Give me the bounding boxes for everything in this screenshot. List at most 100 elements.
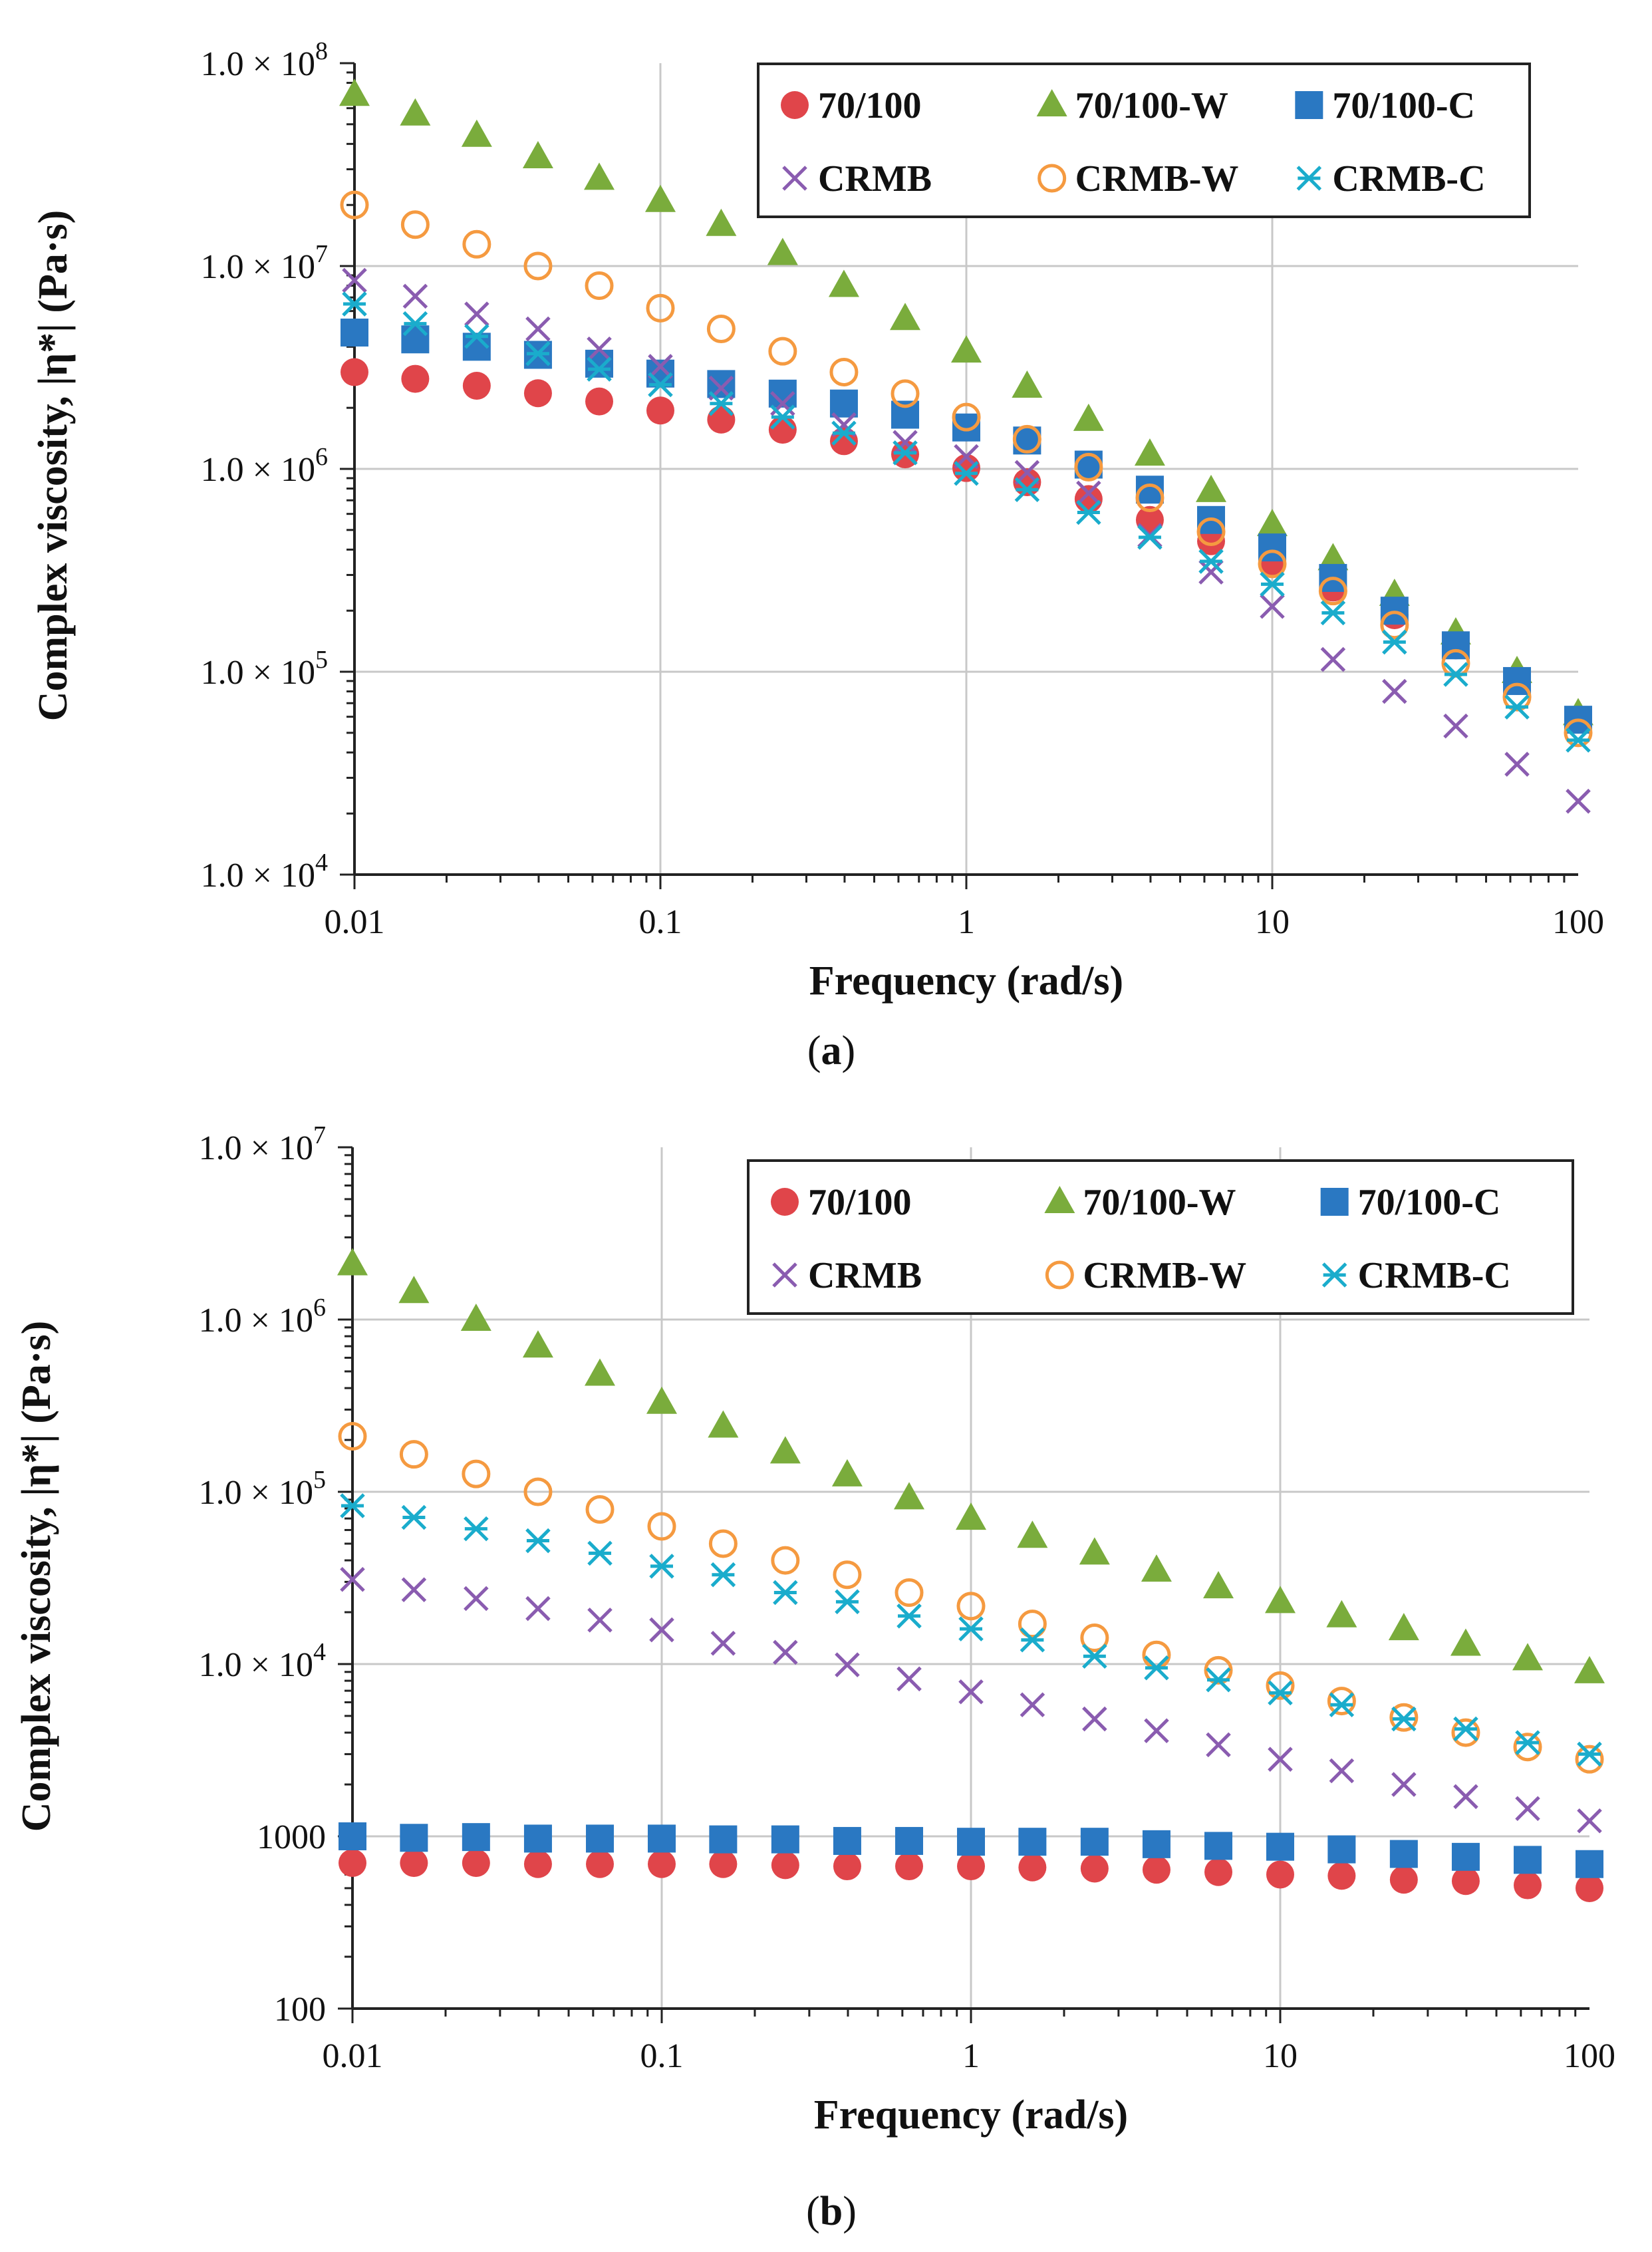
data-point xyxy=(649,1554,674,1579)
data-point xyxy=(1564,718,1593,748)
data-point xyxy=(398,1276,430,1304)
chart-panel-b: 0.01 0.1 1 10 100 100 1000 1.0 × 104 1.0 × 105 1.… xyxy=(14,1121,1615,2234)
data-point xyxy=(1389,1703,1419,1732)
data-point xyxy=(1196,474,1227,502)
data-point xyxy=(1018,1828,1047,1856)
data-point xyxy=(1020,1627,1045,1653)
x-tick-label: 100 xyxy=(1564,2037,1615,2075)
data-point xyxy=(400,210,430,239)
data-point xyxy=(402,311,428,337)
x-tick-label: 10 xyxy=(1263,2037,1298,2075)
y-tick-label: 1.0 × 107 xyxy=(201,240,328,286)
data-point xyxy=(1134,438,1165,466)
data-point xyxy=(1266,1832,1294,1861)
data-point xyxy=(401,364,430,393)
data-point xyxy=(1320,646,1346,672)
data-point xyxy=(523,1850,552,1878)
data-point xyxy=(1326,1600,1357,1627)
data-point xyxy=(833,1560,862,1590)
data-point xyxy=(771,1825,799,1854)
data-point xyxy=(1141,1554,1172,1582)
data-point xyxy=(1014,477,1040,502)
data-point xyxy=(645,184,676,212)
data-point xyxy=(400,1849,428,1878)
y-tick-label: 1.0 × 105 xyxy=(199,1466,326,1512)
data-point xyxy=(956,1502,986,1530)
data-point xyxy=(1577,1808,1602,1834)
data-point xyxy=(1080,1623,1109,1653)
data-point xyxy=(1137,525,1163,550)
data-point xyxy=(957,1828,985,1856)
data-point xyxy=(1577,1741,1602,1767)
data-point xyxy=(709,1850,738,1878)
legend-label: 70/100-W xyxy=(1083,1182,1236,1223)
data-point xyxy=(708,390,734,416)
data-point xyxy=(767,237,798,265)
legend-marker xyxy=(1321,1262,1347,1288)
legend-marker xyxy=(1295,91,1323,119)
x-tick-label: 0.01 xyxy=(323,2037,383,2075)
data-point xyxy=(523,251,553,281)
legend-marker xyxy=(781,91,809,119)
legend-label: CRMB-W xyxy=(1075,158,1239,200)
data-point xyxy=(648,354,673,379)
data-point xyxy=(1450,1628,1481,1656)
data-point xyxy=(1198,559,1224,585)
data-point xyxy=(400,1824,428,1852)
data-point xyxy=(768,337,797,366)
data-point xyxy=(1327,1687,1356,1716)
data-point xyxy=(1266,1860,1294,1889)
data-point xyxy=(647,1512,676,1541)
data-point xyxy=(462,371,491,400)
legend-marker xyxy=(1037,164,1067,193)
data-point xyxy=(1080,1828,1109,1856)
data-point xyxy=(1453,1784,1478,1810)
data-point xyxy=(464,1516,489,1542)
data-point xyxy=(954,461,979,486)
data-point xyxy=(896,1604,922,1629)
data-point xyxy=(1318,577,1347,606)
data-point xyxy=(1513,1733,1542,1762)
x-tick-label: 100 xyxy=(1552,903,1604,941)
data-point xyxy=(460,1304,491,1331)
legend-label: CRMB-C xyxy=(1332,158,1485,200)
data-point xyxy=(1144,1718,1169,1744)
data-point xyxy=(1076,499,1101,525)
data-point xyxy=(342,267,367,293)
series-crmb xyxy=(340,1566,1602,1834)
data-point xyxy=(522,1330,553,1358)
data-point xyxy=(1391,1706,1417,1732)
legend-box xyxy=(747,1159,1574,1315)
data-point xyxy=(1074,452,1103,482)
data-point xyxy=(894,1482,925,1510)
data-point xyxy=(1504,752,1530,777)
data-point xyxy=(829,389,858,418)
data-point xyxy=(769,1436,801,1464)
data-point xyxy=(1073,403,1104,431)
data-point xyxy=(831,1459,863,1486)
legend-label: 70/100-C xyxy=(1332,85,1475,126)
data-point xyxy=(1258,549,1287,579)
data-point xyxy=(1268,1680,1293,1706)
data-point xyxy=(833,1826,861,1855)
data-point xyxy=(587,1608,613,1633)
data-point xyxy=(523,379,552,408)
data-point xyxy=(1389,1866,1418,1894)
data-point xyxy=(337,1248,368,1276)
data-point xyxy=(402,283,428,309)
data-point xyxy=(525,1596,551,1621)
data-point xyxy=(1144,1655,1169,1681)
y-tick-label: 100 xyxy=(274,1991,326,2029)
data-point xyxy=(400,98,431,126)
data-point xyxy=(340,190,369,219)
y-tick-label: 1.0 × 105 xyxy=(201,646,328,692)
x-tick-label: 10 xyxy=(1255,903,1290,941)
data-point xyxy=(831,420,857,446)
data-point xyxy=(707,405,736,434)
data-point xyxy=(956,1592,986,1621)
data-point xyxy=(1512,1643,1544,1671)
panel-label: (a) xyxy=(807,1028,855,1073)
data-point xyxy=(896,1666,922,1692)
x-tick-label: 1 xyxy=(958,903,975,941)
